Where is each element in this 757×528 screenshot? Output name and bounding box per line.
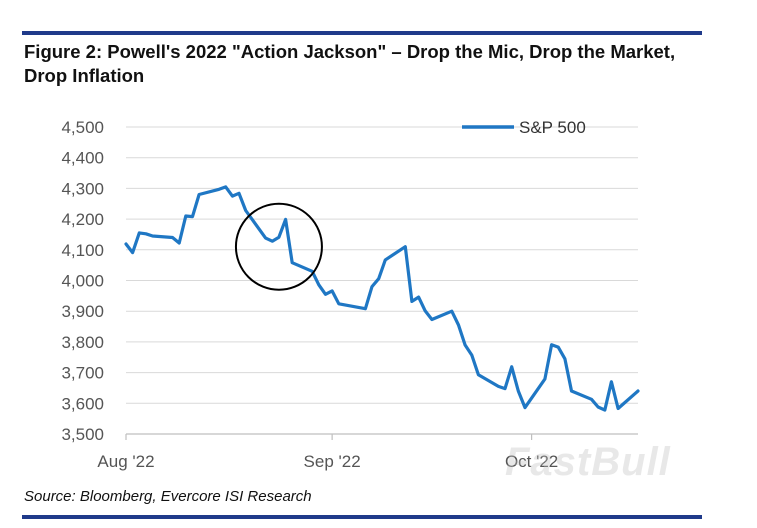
source-note: Source: Bloomberg, Evercore ISI Research <box>24 488 312 505</box>
figure-title: Figure 2: Powell's 2022 "Action Jackson"… <box>24 41 676 86</box>
series-line-sp500 <box>124 185 640 412</box>
y-tick-label: 4,100 <box>61 241 104 260</box>
bottom-rule <box>22 515 702 519</box>
series-group <box>124 185 640 412</box>
y-tick-label: 4,500 <box>61 118 104 137</box>
watermark: FastBull <box>505 440 671 484</box>
legend-label: S&P 500 <box>519 118 586 137</box>
annotation-group <box>234 202 323 291</box>
y-axis-ticks: 3,500 3,600 3,700 3,800 3,900 4,000 4,100 4,200… <box>61 118 104 444</box>
y-tick-label: 4,200 <box>61 210 104 229</box>
gridlines <box>126 126 638 404</box>
y-tick-label: 3,500 <box>61 425 104 444</box>
top-rule <box>22 31 702 35</box>
y-tick-label: 4,300 <box>61 179 104 198</box>
legend: S&P 500 <box>462 118 586 137</box>
y-tick-label: 3,700 <box>61 364 104 383</box>
x-tick-label: Sep '22 <box>304 452 361 471</box>
y-tick-label: 3,900 <box>61 302 104 321</box>
y-tick-label: 4,000 <box>61 272 104 291</box>
y-tick-label: 3,800 <box>61 333 104 352</box>
x-tick-label: Aug '22 <box>97 452 154 471</box>
jackson-hole-circle <box>234 202 323 291</box>
x-axis: Aug '22 Sep '22 Oct '22 <box>97 433 638 471</box>
y-tick-label: 3,600 <box>61 394 104 413</box>
y-tick-label: 4,400 <box>61 149 104 168</box>
x-tick-label: Oct '22 <box>505 452 558 471</box>
